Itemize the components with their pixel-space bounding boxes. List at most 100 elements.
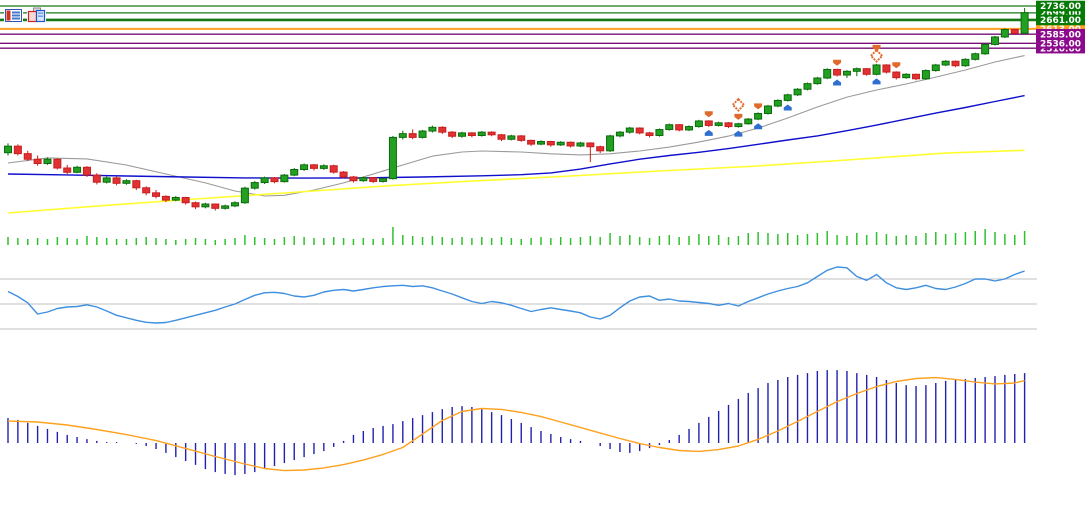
oscillator-panel — [0, 266, 1037, 330]
candle-body — [971, 53, 980, 60]
candle-body — [161, 195, 170, 201]
candle-body — [102, 177, 111, 183]
candle-body — [645, 132, 654, 137]
buy-arrow-icon — [704, 129, 713, 136]
pivot-level-lines — [0, 5, 1085, 49]
buy-arrow-icon — [754, 123, 763, 130]
candle-body — [339, 171, 348, 178]
diamond-marker-icon — [869, 48, 884, 63]
candle-body — [1010, 28, 1019, 34]
candle-body — [576, 142, 585, 147]
candle-body — [714, 122, 723, 126]
signal-markers — [704, 44, 901, 137]
candle-body — [112, 177, 121, 184]
candle-body — [606, 135, 615, 152]
sell-arrow-icon — [704, 111, 713, 118]
candle-body — [596, 146, 605, 152]
candle-body — [43, 158, 52, 165]
candle-body — [675, 124, 684, 131]
table-icon — [5, 9, 22, 22]
candle-body — [941, 60, 950, 66]
candle-body — [240, 187, 249, 204]
candle-body — [300, 164, 309, 170]
buy-arrow-icon — [783, 104, 792, 111]
buy-arrow-icon — [833, 79, 842, 86]
candle-body — [665, 124, 674, 131]
quote-table-button[interactable] — [4, 7, 23, 24]
candle-body — [961, 58, 970, 67]
candle-body — [270, 177, 279, 183]
copy-pages-icon — [27, 7, 46, 23]
candle-body — [793, 88, 802, 96]
duplicate-window-button[interactable] — [27, 7, 46, 24]
candle-body — [418, 130, 427, 138]
price-label-2699.00: 2699.00 — [1036, 7, 1085, 19]
candle-body — [991, 36, 999, 45]
candle-body — [882, 64, 891, 73]
candle-body — [319, 165, 328, 169]
candle-body — [4, 145, 12, 154]
oscillator-line — [7, 266, 1025, 324]
candle-body — [842, 70, 851, 76]
candle-body — [280, 174, 289, 183]
candle-body — [833, 68, 842, 76]
candle-body — [625, 127, 634, 133]
candle-body — [754, 112, 763, 120]
sell-arrow-icon — [734, 113, 743, 120]
candle-body — [872, 64, 881, 75]
medium-blue-ma — [7, 94, 1025, 179]
sell-arrow-icon — [833, 59, 842, 66]
candle-body — [685, 126, 694, 131]
candle-body — [724, 122, 733, 128]
candle-body — [379, 178, 388, 182]
candle-body — [852, 68, 861, 72]
candle-body — [231, 202, 240, 207]
candle-body — [73, 166, 82, 173]
candle-body — [329, 165, 338, 173]
svg-text:2736.00: 2736.00 — [1040, 2, 1081, 12]
candle-body — [211, 203, 220, 209]
candle-body — [438, 126, 447, 133]
candle-body — [704, 120, 713, 126]
candle-body — [1000, 28, 1009, 38]
candle-body — [734, 123, 743, 128]
candle-body — [349, 176, 358, 182]
candle-body — [428, 126, 437, 132]
candle-body — [132, 180, 141, 189]
candle-body — [477, 131, 486, 137]
candle-body — [517, 135, 526, 141]
buy-arrow-icon — [734, 130, 743, 137]
candle-body — [655, 129, 664, 137]
svg-text:2585.00: 2585.00 — [1040, 30, 1081, 40]
price-label-2661.00: 2661.00 — [1036, 14, 1085, 26]
price-scale-labels: 2699.002613.002510.002736.002661.002585.… — [1036, 0, 1085, 54]
candle-body — [803, 83, 812, 90]
candle-body — [635, 127, 644, 134]
svg-text:2536.00: 2536.00 — [1040, 39, 1081, 49]
candle-body — [467, 132, 476, 137]
candle-body — [527, 139, 536, 145]
candle-body — [546, 140, 555, 146]
candle-body — [507, 135, 516, 140]
candle-body — [744, 118, 753, 125]
candlestick-series — [4, 8, 1029, 211]
candle-body — [951, 60, 960, 67]
fast-gray-ma — [7, 55, 1025, 197]
candle-body — [171, 196, 180, 201]
candle-body — [260, 177, 269, 184]
candle-body — [981, 43, 990, 55]
candle-body — [290, 168, 299, 176]
candle-body — [359, 177, 368, 182]
svg-text:2661.00: 2661.00 — [1040, 16, 1081, 26]
candle-body — [556, 141, 565, 146]
volume-series — [7, 227, 1026, 245]
sell-arrow-icon — [754, 103, 763, 110]
candle-body — [458, 132, 467, 137]
candle-body — [398, 133, 407, 138]
sell-arrow-icon — [872, 44, 881, 51]
candle-body — [615, 131, 624, 137]
candle-body — [23, 153, 32, 160]
candle-body — [250, 182, 259, 189]
candle-body — [201, 203, 210, 208]
